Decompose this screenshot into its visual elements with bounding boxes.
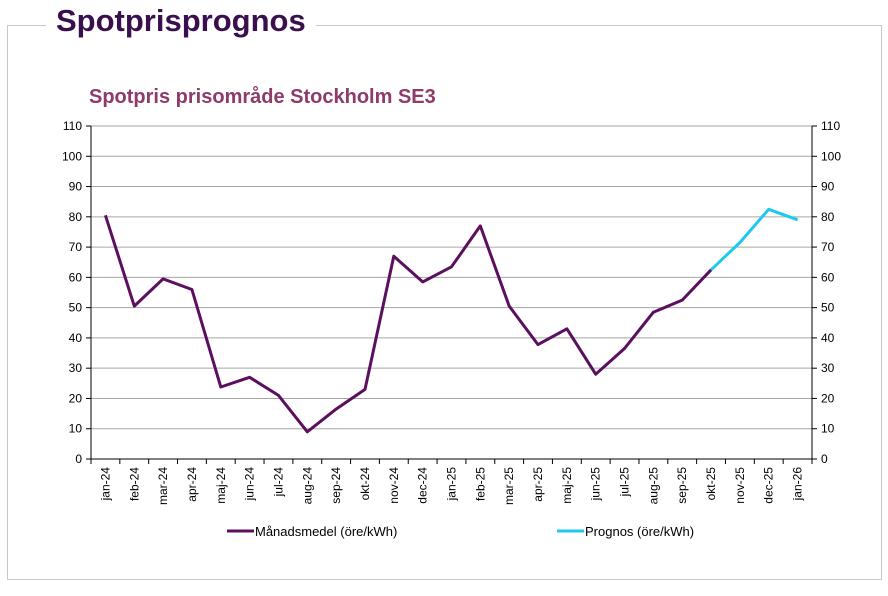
- y-tick-label-left: 10: [69, 422, 83, 436]
- x-tick-label: jul-25: [618, 467, 632, 498]
- x-tick-label: maj-24: [214, 467, 228, 504]
- x-tick-label: sep-24: [329, 467, 343, 504]
- x-tick-label: nov-24: [387, 467, 401, 504]
- y-tick-label-right: 20: [821, 391, 835, 405]
- y-tick-label-right: 0: [821, 452, 828, 466]
- y-tick-label-right: 60: [821, 270, 835, 284]
- y-tick-label-left: 70: [69, 240, 83, 254]
- y-tick-label-right: 110: [821, 119, 840, 133]
- y-tick-label-right: 50: [821, 301, 835, 315]
- y-tick-label-left: 100: [62, 149, 82, 163]
- x-tick-label: jan-26: [791, 467, 805, 502]
- y-tick-label-right: 40: [821, 331, 835, 345]
- y-tick-label-left: 90: [69, 180, 83, 194]
- x-tick-label: jun-25: [589, 467, 603, 502]
- y-tick-label-left: 110: [63, 119, 82, 133]
- x-tick-label: dec-24: [416, 467, 430, 504]
- y-tick-label-left: 80: [69, 210, 83, 224]
- x-tick-label: okt-24: [358, 467, 372, 501]
- x-tick-label: okt-25: [704, 467, 718, 501]
- x-tick-label: aug-24: [300, 467, 314, 505]
- y-tick-label-left: 60: [69, 270, 83, 284]
- legend-label: Prognos (öre/kWh): [585, 524, 694, 539]
- chart-frame: [7, 25, 882, 580]
- x-tick-label: dec-25: [762, 467, 776, 504]
- page-title: Spotprisprognos: [46, 2, 316, 40]
- y-tick-label-left: 0: [75, 452, 82, 466]
- x-tick-label: maj-25: [560, 467, 574, 504]
- y-tick-label-left: 20: [69, 391, 83, 405]
- y-tick-label-left: 30: [69, 361, 83, 375]
- x-tick-label: jan-24: [98, 467, 112, 502]
- x-tick-label: jun-24: [243, 467, 257, 502]
- legend-label: Månadsmedel (öre/kWh): [255, 524, 397, 539]
- x-tick-label: jan-25: [445, 467, 459, 502]
- x-tick-label: mar-24: [156, 467, 170, 505]
- chart-title: Spotpris prisområde Stockholm SE3: [89, 85, 436, 108]
- x-tick-label: jul-24: [271, 467, 285, 498]
- x-tick-label: aug-25: [646, 467, 660, 505]
- x-tick-label: feb-25: [473, 467, 487, 501]
- y-tick-label-right: 70: [821, 240, 835, 254]
- x-tick-label: sep-25: [675, 467, 689, 504]
- y-tick-label-left: 50: [69, 301, 83, 315]
- y-tick-label-right: 30: [821, 361, 835, 375]
- x-tick-label: nov-25: [733, 467, 747, 504]
- y-tick-label-left: 40: [69, 331, 83, 345]
- series-line-prognos: [710, 207, 799, 271]
- y-tick-label-right: 90: [821, 180, 835, 194]
- x-tick-label: mar-25: [502, 467, 516, 505]
- y-tick-label-right: 10: [821, 422, 835, 436]
- series-line-manadsmedel: [103, 214, 713, 434]
- x-tick-label: feb-24: [127, 467, 141, 501]
- x-tick-label: apr-24: [185, 467, 199, 502]
- y-tick-label-right: 100: [821, 149, 841, 163]
- y-tick-label-right: 80: [821, 210, 835, 224]
- x-tick-label: apr-25: [531, 467, 545, 502]
